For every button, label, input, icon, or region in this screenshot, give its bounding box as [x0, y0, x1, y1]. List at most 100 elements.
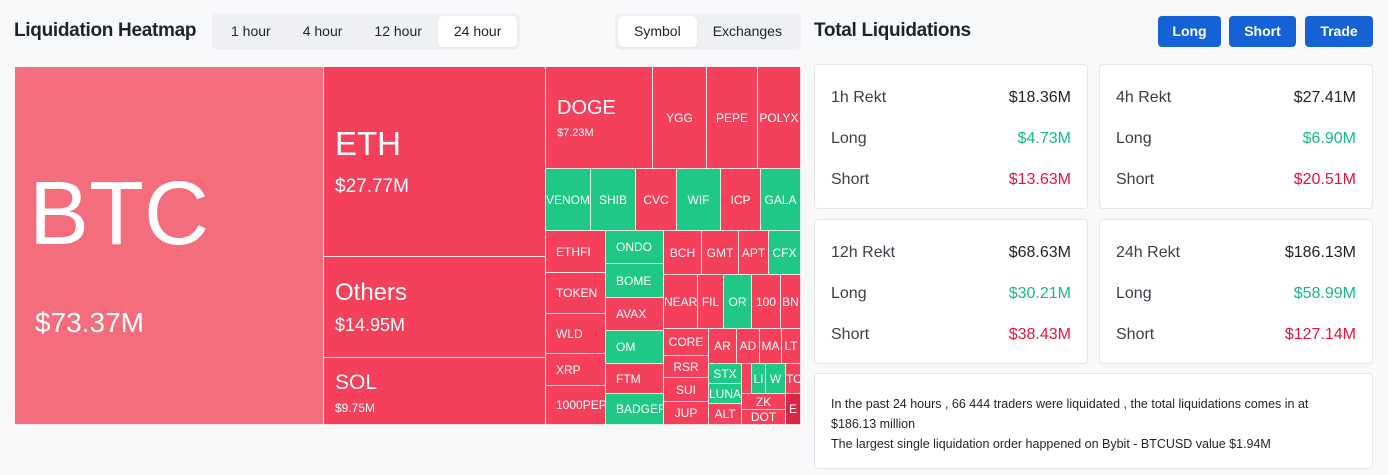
heatmap-cell-btc[interactable]: BTC $73.37M — [15, 67, 324, 425]
heatmap-cell-sui[interactable]: SUI — [664, 378, 709, 402]
heatmap-cell-bome[interactable]: BOME — [606, 264, 664, 298]
heatmap-cell-others[interactable]: Others $14.95M — [324, 257, 546, 358]
summary-text-line1: In the past 24 hours , 66 444 traders we… — [831, 397, 1309, 431]
heatmap-cell-symbol: ONDO — [616, 240, 652, 254]
rekt-total-row: 24h Rekt $186.13M — [1116, 244, 1356, 266]
rekt-short-row: Short $20.51M — [1116, 171, 1356, 193]
heatmap-cell-jup[interactable]: JUP — [664, 402, 709, 425]
tab-exchanges[interactable]: Exchanges — [712, 23, 782, 39]
heatmap-cell-cvc[interactable]: CVC — [636, 169, 677, 231]
heatmap-cell-core[interactable]: CORE — [664, 329, 709, 356]
heatmap-cell-or[interactable]: OR — [724, 275, 752, 329]
rekt-total-row: 12h Rekt $68.63M — [831, 244, 1071, 266]
summary-text-line2: The largest single liquidation order hap… — [831, 437, 1271, 451]
heatmap-cell-value: $14.95M — [335, 315, 406, 335]
tab-24-hour[interactable]: 24 hour — [437, 16, 518, 47]
heatmap-cell-ondo[interactable]: ONDO — [606, 231, 664, 264]
tab-12-hour[interactable]: 12 hour — [374, 23, 422, 39]
heatmap-cell-doge[interactable]: DOGE $7.23M — [546, 67, 653, 169]
heatmap-cell-gmt[interactable]: GMT — [702, 231, 739, 275]
heatmap-cell-fil[interactable]: FIL — [698, 275, 724, 329]
heatmap-cell-symbol: BTC — [29, 164, 209, 264]
heatmap-cell-wif[interactable]: WIF — [677, 169, 721, 231]
heatmap-cell-symbol: SHIB — [598, 192, 627, 207]
heatmap-cell-xrp[interactable]: XRP — [546, 354, 606, 386]
heatmap-cell-symbol: POLYX — [759, 110, 799, 125]
rekt-long-row: Long $6.90M — [1116, 130, 1356, 152]
heatmap-cell-1000pepe[interactable]: 1000PEPE — [546, 386, 606, 425]
heatmap-cell-symbol: ETH — [335, 125, 401, 162]
heatmap-cell-symbol: CORE — [668, 335, 704, 349]
heatmap-cell-wld[interactable]: WLD — [546, 314, 606, 354]
heatmap-cell-li[interactable]: LI — [752, 364, 766, 394]
heatmap-cell-shib[interactable]: SHIB — [591, 169, 636, 231]
rekt-short-row: Short $38.43M — [831, 326, 1071, 348]
rekt-total: $27.41M — [1293, 89, 1356, 106]
heatmap-cell-icp[interactable]: ICP — [721, 169, 761, 231]
heatmap-cell-symbol: MA — [761, 339, 780, 353]
heatmap-cell-om[interactable]: OM — [606, 331, 664, 364]
heatmap-cell-lt[interactable]: LT — [782, 329, 801, 364]
long-value: $4.73M — [1017, 130, 1071, 147]
heatmap-cell-badger[interactable]: BADGER — [606, 394, 664, 425]
heatmap-cell-bch[interactable]: BCH — [664, 231, 702, 275]
heatmap-cell-polyx[interactable]: POLYX — [758, 67, 801, 169]
heatmap-cell-ethfi[interactable]: ETHFI — [546, 231, 606, 273]
heatmap-cell-bn[interactable]: BN — [781, 275, 801, 329]
tab-1-hour[interactable]: 1 hour — [231, 23, 271, 39]
tab-4-hour[interactable]: 4 hour — [302, 23, 343, 39]
heatmap-cell-pepe[interactable]: PEPE — [707, 67, 758, 169]
heatmap-cell-symbol: 1000PEPE — [556, 398, 606, 412]
heatmap-cell-sol[interactable]: SOL $9.75M — [324, 358, 546, 425]
long-value: $6.90M — [1302, 130, 1356, 147]
heatmap-cell-symbol: BOME — [616, 273, 652, 288]
heatmap-cell-symbol: BADGER — [616, 402, 664, 416]
heatmap-cell-symbol: CFX — [772, 245, 797, 260]
rekt-total: $18.36M — [1008, 89, 1071, 106]
heatmap-cell-ad[interactable]: AD — [737, 329, 760, 364]
long-button[interactable]: Long — [1158, 16, 1221, 47]
heatmap-cell-symbol: STX — [713, 366, 737, 381]
heatmap-cell-cfx[interactable]: CFX — [769, 231, 801, 275]
heatmap-cell-token[interactable]: TOKEN — [546, 273, 606, 314]
heatmap-cell-eth[interactable]: ETH $27.77M — [324, 67, 546, 257]
heatmap-cell-symbol: FTM — [616, 371, 641, 386]
heatmap-cell-dot[interactable]: DOT — [742, 410, 786, 425]
heatmap-cell-gala[interactable]: GALA — [761, 169, 801, 231]
short-value: $127.14M — [1284, 326, 1356, 343]
heatmap-cell-venom[interactable]: VENOM — [546, 169, 591, 231]
heatmap-cell-100[interactable]: 100 — [752, 275, 781, 329]
heatmap-cell-symbol: AD — [739, 339, 757, 353]
heatmap-cell-e[interactable]: E — [786, 394, 801, 425]
rekt-total-row: 1h Rekt $18.36M — [831, 89, 1071, 111]
heatmap-cell-alt[interactable]: ALT — [709, 404, 742, 425]
heatmap-cell-symbol: ALT — [714, 407, 736, 421]
short-button[interactable]: Short — [1229, 16, 1296, 47]
heatmap-cell-rsr[interactable]: RSR — [664, 356, 709, 378]
heatmap-cell-apt[interactable]: APT — [739, 231, 769, 275]
heatmap-cell-symbol: ICP — [730, 192, 751, 207]
heatmap-cell-stx[interactable]: STX — [709, 364, 742, 384]
heatmap-cell-symbol: PEPE — [715, 110, 748, 125]
heatmap-cell-avax[interactable]: AVAX — [606, 298, 664, 331]
heatmap-cell-w[interactable]: W — [766, 364, 786, 394]
heatmap-cell-ma[interactable]: MA — [760, 329, 782, 364]
heatmap-cell-symbol: GMT — [706, 245, 734, 260]
heatmap-cell-value: $9.75M — [335, 401, 376, 415]
heatmap-cell-blank[interactable] — [742, 364, 752, 394]
tab-symbol[interactable]: Symbol — [618, 16, 697, 47]
heatmap-cell-ar[interactable]: AR — [709, 329, 737, 364]
heatmap-cell-symbol: 100 — [755, 294, 777, 309]
heatmap-cell-luna[interactable]: LUNA — [709, 384, 742, 404]
trade-button[interactable]: Trade — [1305, 16, 1373, 47]
heatmap-cell-ygg[interactable]: YGG — [653, 67, 707, 169]
heatmap-cell-to[interactable]: TO — [786, 364, 801, 394]
liquidation-heatmap: BTC $73.37M ETH $27.77M Others $14.95M S… — [15, 67, 801, 425]
heatmap-cell-near[interactable]: NEAR — [664, 275, 698, 329]
heatmap-cell-zk[interactable]: ZK — [742, 394, 786, 410]
heatmap-cell-ftm[interactable]: FTM — [606, 364, 664, 394]
long-label: Long — [1116, 130, 1152, 147]
heatmap-cell-symbol: OM — [616, 340, 636, 354]
rekt-label: 4h Rekt — [1116, 89, 1172, 106]
short-label: Short — [831, 326, 870, 343]
